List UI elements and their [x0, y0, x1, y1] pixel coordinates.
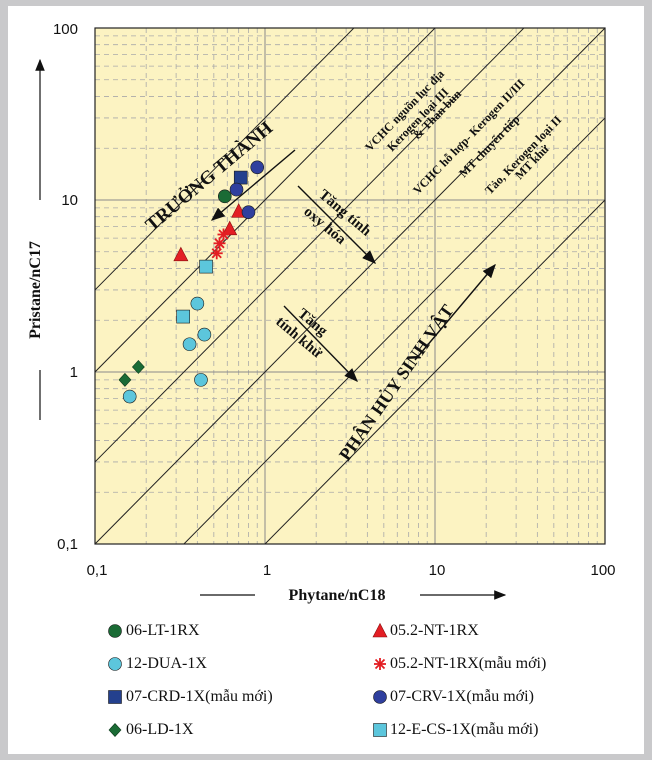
legend-marker — [372, 622, 388, 638]
data-point — [173, 246, 189, 262]
y-tick-label: 1 — [70, 364, 78, 381]
data-point — [118, 372, 132, 387]
asterisk-stroke — [218, 229, 229, 240]
maturity-arrow — [210, 149, 296, 221]
x-tick-label: 100 — [590, 562, 615, 579]
data-point — [217, 228, 230, 241]
data-point — [197, 327, 212, 342]
legend — [108, 622, 388, 737]
data-point — [199, 259, 213, 274]
legend-marker — [108, 657, 122, 671]
diagonal-line — [95, 28, 605, 544]
data-point — [210, 247, 223, 260]
data-point — [217, 189, 232, 204]
plot-border — [94, 27, 606, 545]
data-point — [233, 170, 248, 185]
data-point — [250, 160, 265, 175]
asterisk-stroke — [374, 658, 386, 670]
legend-marker — [373, 690, 387, 704]
diagonal-line — [264, 199, 605, 544]
reduction-arrow — [283, 305, 358, 383]
asterisk-stroke — [214, 238, 225, 249]
y-axis-title: Pristane/nC17 — [27, 241, 44, 339]
data-point — [176, 309, 190, 324]
data-point — [122, 389, 137, 404]
x-tick-label: 0,1 — [87, 562, 108, 579]
y-tick-label: 0,1 — [57, 536, 78, 553]
y-tick-label: 100 — [53, 21, 78, 38]
legend-marker — [374, 658, 386, 670]
legend-marker — [373, 723, 387, 737]
diagonal-line — [95, 28, 525, 463]
data-point — [182, 337, 197, 352]
data-point — [229, 182, 244, 197]
legend-marker — [108, 624, 122, 638]
data-point — [131, 360, 145, 374]
x-tick-label: 1 — [263, 562, 271, 579]
grid — [95, 28, 605, 544]
x-axis-title: Phytane/nC18 — [289, 587, 386, 604]
data-point — [190, 296, 205, 311]
diagonal-line — [95, 28, 355, 291]
oxidation-arrow — [297, 185, 376, 264]
legend-marker — [108, 690, 122, 704]
x-tick-label: 10 — [429, 562, 446, 579]
data-point — [241, 205, 256, 219]
data-points — [118, 160, 265, 404]
y-tick-label: 10 — [61, 192, 78, 209]
asterisk-stroke — [211, 248, 222, 259]
tick-labels: 0,1 1 10 100 0,1 1 10 100 — [53, 21, 616, 579]
data-point — [194, 373, 208, 387]
biodegradation-arrow — [414, 263, 496, 361]
legend-marker — [108, 723, 122, 737]
diagonal-line — [95, 28, 436, 373]
